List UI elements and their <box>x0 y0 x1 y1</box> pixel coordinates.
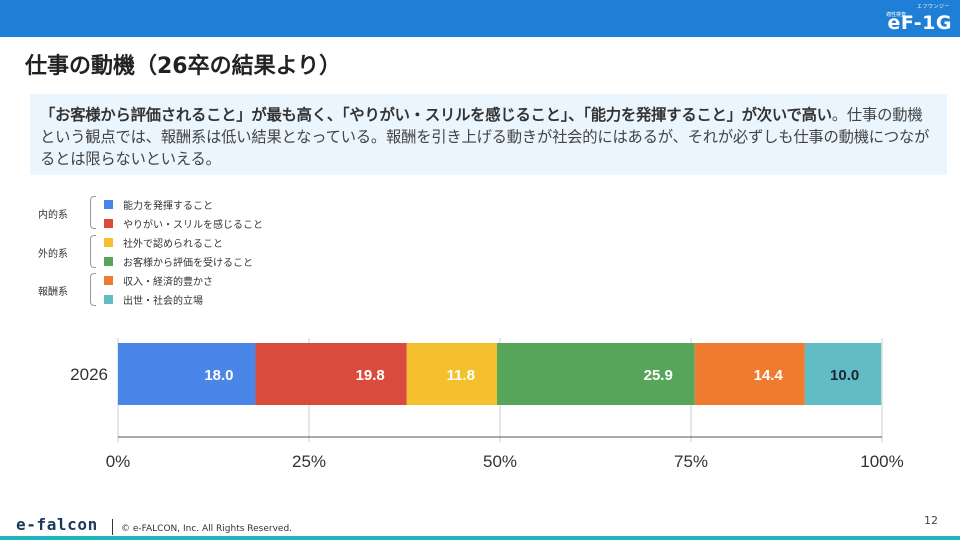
bar-segment <box>804 343 882 405</box>
x-tick-label: 0% <box>106 452 131 471</box>
summary-box: 「お客様から評価されること」が最も高く、「やりがい・スリルを感じること」、「能力… <box>30 94 947 175</box>
legend-swatch <box>104 238 113 247</box>
legend-swatch <box>104 200 113 209</box>
legend-item: 収入・経済的豊かさ <box>104 273 213 288</box>
legend-group-label: 内的系 <box>38 210 68 221</box>
summary-text: 。仕事の動機という観点では、報酬系は低い結果となっている。報酬を引き上げる動きが… <box>40 106 930 168</box>
legend-item-label: 能力を発揮すること <box>123 201 213 212</box>
bar-segment <box>118 343 256 405</box>
legend-group-label: 報酬系 <box>38 287 68 298</box>
data-label: 25.9 <box>644 367 673 384</box>
footer-accent-line <box>0 536 960 540</box>
legend-swatch <box>104 257 113 266</box>
data-label: 18.0 <box>204 367 233 384</box>
top-bar: エフワンジー 適性検査 eF-1G <box>0 0 960 37</box>
legend-swatch <box>104 276 113 285</box>
legend-item-label: 出世・社会的立場 <box>123 296 203 307</box>
logo-subtitle: エフワンジー <box>916 4 950 10</box>
category-label: 2026 <box>70 365 108 384</box>
e-falcon-logo: e-falcon <box>16 515 98 534</box>
ef1g-logo: エフワンジー 適性検査 eF-1G <box>868 2 954 35</box>
page-number: 12 <box>924 514 938 527</box>
data-label: 11.8 <box>447 367 475 384</box>
x-tick-label: 50% <box>483 452 517 471</box>
legend-bracket <box>90 273 96 306</box>
legend-item: やりがい・スリルを感じること <box>104 216 263 231</box>
bar-segment <box>496 343 695 405</box>
legend-item-label: やりがい・スリルを感じること <box>123 220 263 231</box>
legend-swatch <box>104 295 113 304</box>
legend-item: お客様から評価を受けること <box>104 254 253 269</box>
legend-item: 社外で認められること <box>104 235 223 250</box>
copyright-text: © e-FALCON, Inc. All Rights Reserved. <box>121 524 293 534</box>
legend-item: 能力を発揮すること <box>104 197 213 212</box>
legend-item-label: 社外で認められること <box>123 239 223 250</box>
data-label: 19.8 <box>356 367 385 384</box>
legend-bracket <box>90 196 96 229</box>
chart-legend: 内的系 能力を発揮すること やりがい・スリルを感じること 外的系 社外で認められ… <box>38 193 358 313</box>
page-title: 仕事の動機（26卒の結果より） <box>25 54 342 79</box>
stacked-bar-chart: 0% 25% 50% 75% 100% 2026 18.0 19.8 11.8 25.9 14.4 1… <box>70 338 904 471</box>
legend-swatch <box>104 219 113 228</box>
legend-item-label: 収入・経済的豊かさ <box>123 277 213 288</box>
legend-item-label: お客様から評価を受けること <box>123 258 253 269</box>
logo-text: eF-1G <box>887 12 952 34</box>
x-tick-label: 25% <box>292 452 326 471</box>
bar-segment <box>694 343 805 405</box>
x-tick-label: 75% <box>674 452 708 471</box>
footer-divider <box>112 519 113 535</box>
legend-bracket <box>90 235 96 268</box>
legend-group-label: 外的系 <box>38 249 68 260</box>
data-label: 10.0 <box>830 367 859 384</box>
x-tick-label: 100% <box>860 452 903 471</box>
data-label: 14.4 <box>754 367 784 384</box>
logo-caption: 適性検査 <box>885 12 906 18</box>
summary-highlight: 「お客様から評価されること」が最も高く、「やりがい・スリルを感じること」、「能力… <box>40 106 832 124</box>
bar-segment <box>406 343 497 405</box>
bar-segment <box>255 343 407 405</box>
legend-item: 出世・社会的立場 <box>104 292 203 307</box>
